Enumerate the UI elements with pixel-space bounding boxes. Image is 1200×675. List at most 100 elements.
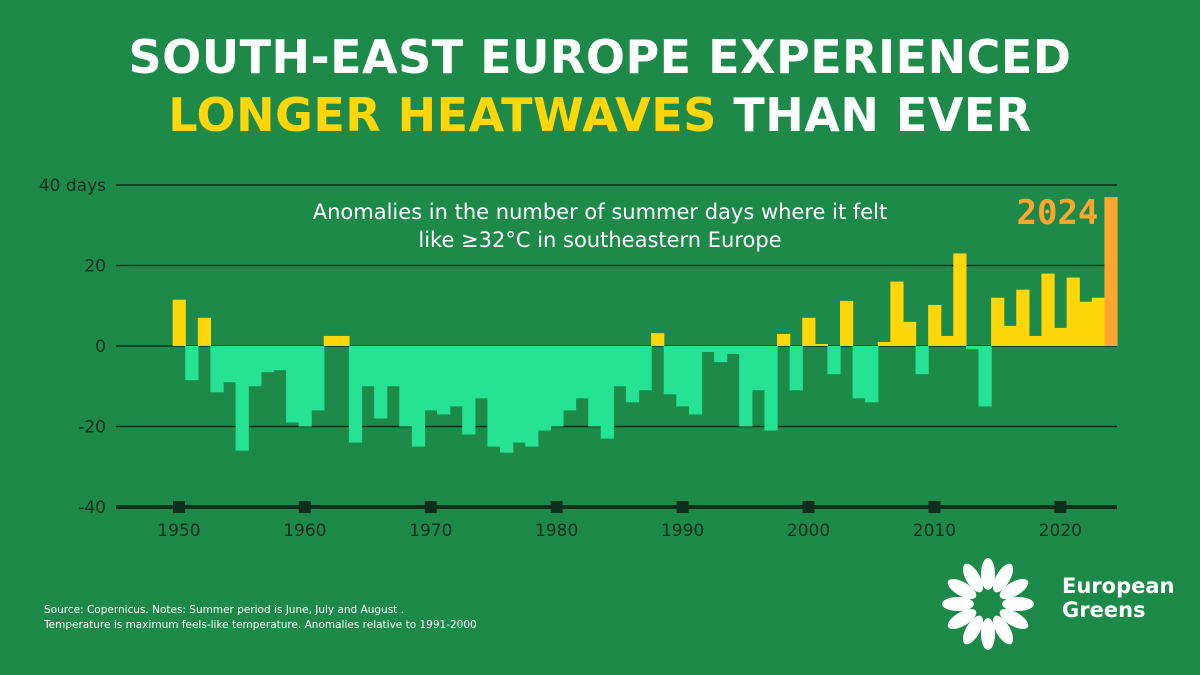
- bar-1992: [701, 346, 715, 353]
- bar-1991: [688, 346, 703, 415]
- bar-2015: [991, 297, 1005, 346]
- x-tick-label: 2020: [1039, 521, 1082, 541]
- bar-1961: [311, 346, 325, 411]
- headline-highlight: Longer heatwaves: [168, 88, 717, 142]
- bar-2008: [902, 321, 917, 346]
- bar-1987: [638, 346, 652, 391]
- bar-1951: [185, 346, 199, 381]
- bar-1957: [260, 346, 274, 373]
- bar-2005: [865, 346, 879, 403]
- bar-1990: [676, 346, 690, 407]
- bar-1985: [613, 346, 627, 387]
- bar-2001: [814, 343, 829, 346]
- x-tick-label: 1980: [535, 521, 578, 541]
- bar-2004: [852, 346, 866, 399]
- bar-1981: [562, 346, 577, 411]
- bar-1988: [651, 333, 665, 346]
- bar-1956: [248, 346, 262, 387]
- bar-1995: [739, 346, 753, 427]
- bar-2012: [953, 253, 967, 346]
- bar-1994: [726, 346, 740, 355]
- bar-1993: [714, 346, 728, 363]
- bar-1996: [751, 346, 766, 391]
- bar-1970: [424, 346, 438, 411]
- bar-1958: [273, 346, 287, 371]
- x-tick-marker: [298, 501, 311, 513]
- bar-1974: [474, 346, 489, 399]
- x-tick-marker: [1054, 501, 1067, 513]
- bar-2021: [1066, 277, 1080, 346]
- bar-1972: [449, 346, 463, 407]
- bar-1976: [500, 346, 514, 453]
- y-tick-label: -20: [78, 418, 106, 438]
- bar-1952: [197, 317, 212, 346]
- bar-2020: [1054, 327, 1068, 346]
- bar-1983: [588, 346, 602, 427]
- x-tick-label: 1950: [157, 521, 200, 541]
- bar-1978: [525, 346, 539, 447]
- bar-2016: [1003, 325, 1017, 346]
- x-tick-label: 1990: [661, 521, 704, 541]
- chart-bars: [172, 197, 1118, 453]
- bar-1980: [550, 346, 564, 427]
- bar-1998: [777, 333, 791, 346]
- bar-2024: [1104, 197, 1118, 346]
- bar-1962: [323, 335, 337, 346]
- x-tick-marker: [928, 501, 941, 513]
- y-tick-label: 0: [95, 337, 106, 357]
- bar-1955: [235, 346, 249, 451]
- brand-line-1: European: [1062, 574, 1175, 598]
- bar-1967: [386, 346, 400, 387]
- bar-2009: [915, 346, 929, 375]
- x-tick-label: 1970: [409, 521, 452, 541]
- bar-1968: [399, 346, 413, 427]
- brand-line-2: Greens: [1062, 598, 1146, 622]
- x-axis: 1950 1960 1970 1980 1990 2000 2010 2020: [157, 501, 1082, 541]
- bar-1966: [374, 346, 388, 419]
- brand-name: European Greens: [1062, 574, 1174, 622]
- bar-2010: [928, 304, 942, 346]
- bar-1953: [210, 346, 224, 393]
- headline: South-East Europe experienced Longer hea…: [0, 28, 1200, 144]
- x-tick-marker: [424, 501, 437, 513]
- brand-logo: European Greens: [938, 556, 1178, 656]
- bar-1999: [789, 346, 803, 391]
- bar-1954: [223, 346, 237, 383]
- source-line-1: Source: Copernicus. Notes: Summer period…: [44, 604, 404, 616]
- x-tick-label: 2010: [913, 521, 956, 541]
- bar-1964: [348, 346, 363, 443]
- source-line-2: Temperature is maximum feels-like temper…: [44, 619, 477, 631]
- bar-1986: [625, 346, 640, 403]
- x-tick-label: 1960: [283, 521, 326, 541]
- bar-2011: [940, 335, 954, 346]
- bar-1979: [537, 346, 551, 431]
- headline-line2-rest: than ever: [716, 88, 1032, 142]
- y-tick-label: 40 days: [39, 176, 106, 196]
- x-tick-marker: [172, 501, 185, 513]
- sunflower-logo-icon: [942, 558, 1034, 650]
- bar-1959: [285, 346, 300, 423]
- bar-1963: [336, 335, 350, 346]
- bar-2017: [1016, 289, 1030, 346]
- bar-2007: [890, 281, 904, 346]
- x-tick-marker: [802, 501, 815, 513]
- y-tick-label: -40: [78, 498, 106, 518]
- bar-1971: [437, 346, 451, 415]
- x-tick-marker: [550, 501, 563, 513]
- bar-2000: [802, 317, 816, 346]
- y-axis-labels: -40 -20 0 20 40 days: [39, 176, 106, 518]
- bar-2018: [1028, 335, 1043, 346]
- bar-2023: [1091, 297, 1106, 346]
- bar-2019: [1041, 273, 1055, 346]
- bar-1984: [600, 346, 614, 439]
- bar-1973: [462, 346, 476, 435]
- bar-2014: [978, 346, 992, 407]
- bar-1975: [487, 346, 501, 447]
- x-tick-label: 2000: [787, 521, 830, 541]
- bar-1982: [575, 346, 589, 399]
- highlight-year-label: 2024: [1017, 193, 1099, 233]
- bar-1950: [172, 299, 186, 346]
- headline-line1: South-East Europe experienced: [128, 30, 1072, 84]
- bar-2022: [1079, 301, 1093, 346]
